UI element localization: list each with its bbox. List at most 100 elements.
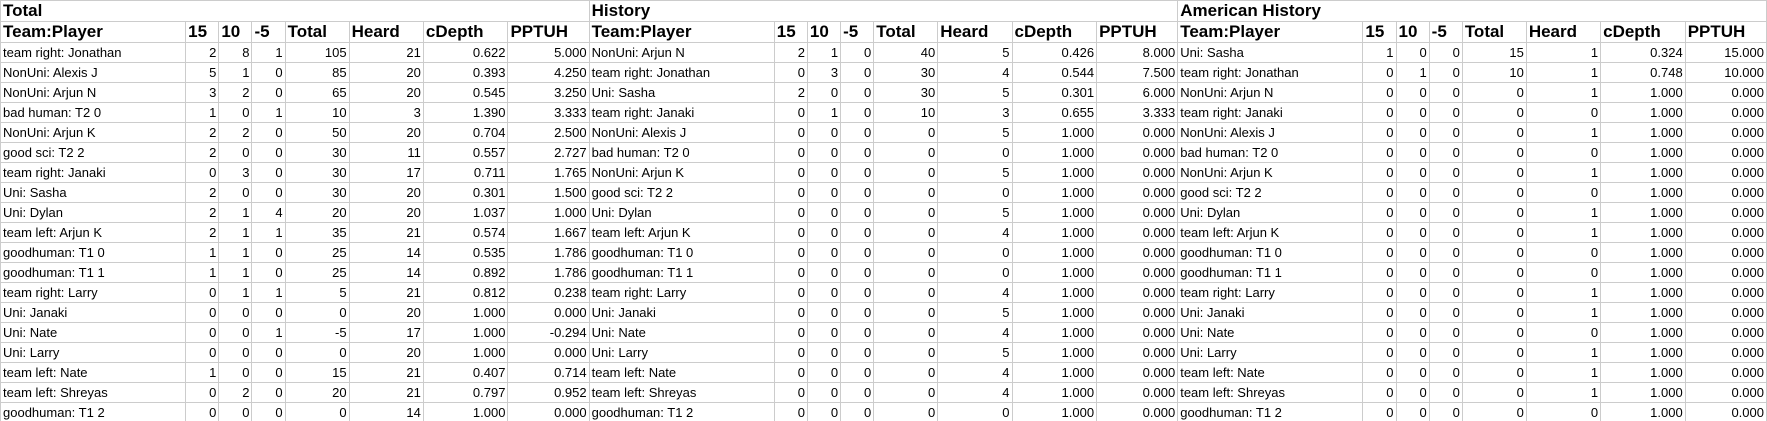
player-cell[interactable]: Uni: Larry bbox=[588, 342, 775, 363]
stat-cell[interactable]: 20 bbox=[348, 302, 424, 323]
stat-cell[interactable]: 0 bbox=[1428, 102, 1463, 123]
stat-cell[interactable]: 17 bbox=[348, 322, 424, 343]
player-cell[interactable]: goodhuman: T1 0 bbox=[588, 242, 775, 263]
stat-cell[interactable]: 0 bbox=[840, 142, 875, 163]
player-cell[interactable]: goodhuman: T1 2 bbox=[588, 402, 775, 421]
empty-cell[interactable] bbox=[285, 0, 350, 22]
column-header-cell[interactable]: cDepth bbox=[422, 21, 509, 43]
player-cell[interactable]: NonUni: Alexis J bbox=[588, 122, 775, 143]
player-cell[interactable]: goodhuman: T1 2 bbox=[0, 402, 187, 421]
stat-cell[interactable]: 0 bbox=[1395, 402, 1430, 421]
player-cell[interactable]: Uni: Dylan bbox=[0, 202, 187, 223]
stat-cell[interactable]: 1.000 bbox=[1600, 182, 1686, 203]
stat-cell[interactable]: 0 bbox=[840, 322, 875, 343]
stat-cell[interactable]: 1 bbox=[1525, 82, 1602, 103]
player-cell[interactable]: Uni: Sasha bbox=[0, 182, 187, 203]
stat-cell[interactable]: 0 bbox=[185, 302, 220, 323]
stat-cell[interactable]: 0 bbox=[773, 402, 808, 421]
stat-cell[interactable]: 3 bbox=[937, 102, 1013, 123]
stat-cell[interactable]: 17 bbox=[348, 162, 424, 183]
stat-cell[interactable]: 1 bbox=[806, 42, 842, 63]
stat-cell[interactable]: 0 bbox=[1461, 102, 1527, 123]
stat-cell[interactable]: 0 bbox=[806, 362, 842, 383]
stat-cell[interactable]: 5 bbox=[937, 122, 1013, 143]
stat-cell[interactable]: 1.000 bbox=[422, 302, 509, 323]
player-cell[interactable]: Uni: Dylan bbox=[588, 202, 775, 223]
stat-cell[interactable]: 11 bbox=[348, 142, 424, 163]
stat-cell[interactable]: 0 bbox=[1428, 42, 1463, 63]
stat-cell[interactable]: 0 bbox=[1461, 342, 1527, 363]
column-header-cell[interactable]: -5 bbox=[1428, 21, 1463, 43]
empty-cell[interactable] bbox=[349, 0, 424, 22]
player-cell[interactable]: goodhuman: T1 0 bbox=[1177, 242, 1364, 263]
player-cell[interactable]: Uni: Nate bbox=[588, 322, 775, 343]
stat-cell[interactable]: 0 bbox=[1525, 322, 1602, 343]
stat-cell[interactable]: 1.000 bbox=[1011, 142, 1098, 163]
stat-cell[interactable]: 0.000 bbox=[1096, 222, 1179, 243]
empty-cell[interactable] bbox=[807, 0, 841, 22]
stat-cell[interactable]: 21 bbox=[348, 362, 424, 383]
column-header-cell[interactable]: cDepth bbox=[1011, 21, 1098, 43]
stat-cell[interactable]: 0.000 bbox=[1684, 342, 1767, 363]
stat-cell[interactable]: 0 bbox=[873, 162, 939, 183]
stat-cell[interactable]: 1.000 bbox=[1600, 402, 1686, 421]
empty-cell[interactable] bbox=[1096, 0, 1179, 22]
player-cell[interactable]: Uni: Janaki bbox=[1177, 302, 1364, 323]
stat-cell[interactable]: 0 bbox=[1428, 282, 1463, 303]
stat-cell[interactable]: 0 bbox=[840, 362, 875, 383]
stat-cell[interactable]: 0 bbox=[840, 262, 875, 283]
section-title-cell[interactable]: History bbox=[588, 0, 775, 22]
stat-cell[interactable]: 0 bbox=[806, 282, 842, 303]
stat-cell[interactable]: 0 bbox=[1461, 382, 1527, 403]
player-cell[interactable]: team left: Shreyas bbox=[1177, 382, 1364, 403]
player-cell[interactable]: goodhuman: T1 0 bbox=[0, 242, 187, 263]
empty-cell[interactable] bbox=[1429, 0, 1463, 22]
stat-cell[interactable]: 1 bbox=[1525, 202, 1602, 223]
column-header-cell[interactable]: 10 bbox=[218, 21, 253, 43]
player-cell[interactable]: bad human: T2 0 bbox=[1177, 142, 1364, 163]
stat-cell[interactable]: 1 bbox=[1362, 42, 1397, 63]
empty-cell[interactable] bbox=[840, 0, 874, 22]
stat-cell[interactable]: -5 bbox=[284, 322, 350, 343]
stat-cell[interactable]: 0 bbox=[218, 302, 253, 323]
stat-cell[interactable]: 0 bbox=[773, 322, 808, 343]
column-header-cell[interactable]: 15 bbox=[185, 21, 220, 43]
stat-cell[interactable]: 1 bbox=[218, 62, 253, 83]
empty-cell[interactable] bbox=[218, 0, 252, 22]
stat-cell[interactable]: 1.000 bbox=[1600, 382, 1686, 403]
stat-cell[interactable]: 0 bbox=[806, 222, 842, 243]
player-cell[interactable]: team left: Shreyas bbox=[0, 382, 187, 403]
stat-cell[interactable]: 0 bbox=[1395, 302, 1430, 323]
stat-cell[interactable]: 15.000 bbox=[1684, 42, 1767, 63]
stat-cell[interactable]: 0 bbox=[806, 162, 842, 183]
stat-cell[interactable]: 0.655 bbox=[1011, 102, 1098, 123]
stat-cell[interactable]: 0.000 bbox=[507, 402, 590, 421]
stat-cell[interactable]: 35 bbox=[284, 222, 350, 243]
player-cell[interactable]: NonUni: Alexis J bbox=[1177, 122, 1364, 143]
stat-cell[interactable]: 0.000 bbox=[1096, 202, 1179, 223]
column-header-cell[interactable]: Heard bbox=[1525, 21, 1602, 43]
stat-cell[interactable]: 0 bbox=[873, 182, 939, 203]
stat-cell[interactable]: 1.000 bbox=[1011, 182, 1098, 203]
stat-cell[interactable]: 0 bbox=[1395, 342, 1430, 363]
stat-cell[interactable]: 0.000 bbox=[1096, 182, 1179, 203]
stat-cell[interactable]: 0 bbox=[1395, 322, 1430, 343]
stat-cell[interactable]: 0 bbox=[1428, 302, 1463, 323]
stat-cell[interactable]: 0.000 bbox=[1684, 142, 1767, 163]
stat-cell[interactable]: 0 bbox=[1395, 222, 1430, 243]
stat-cell[interactable]: 0 bbox=[185, 402, 220, 421]
stat-cell[interactable]: 30 bbox=[873, 62, 939, 83]
column-header-cell[interactable]: Heard bbox=[937, 21, 1013, 43]
stat-cell[interactable]: 0.393 bbox=[422, 62, 509, 83]
stat-cell[interactable]: 0 bbox=[806, 242, 842, 263]
stat-cell[interactable]: 3 bbox=[185, 82, 220, 103]
stat-cell[interactable]: 25 bbox=[284, 262, 350, 283]
stat-cell[interactable]: 0.952 bbox=[507, 382, 590, 403]
stat-cell[interactable]: 0 bbox=[840, 302, 875, 323]
stat-cell[interactable]: 0 bbox=[873, 342, 939, 363]
empty-cell[interactable] bbox=[185, 0, 219, 22]
stat-cell[interactable]: 0.426 bbox=[1011, 42, 1098, 63]
stat-cell[interactable]: 2 bbox=[218, 382, 253, 403]
stat-cell[interactable]: 0.324 bbox=[1600, 42, 1686, 63]
